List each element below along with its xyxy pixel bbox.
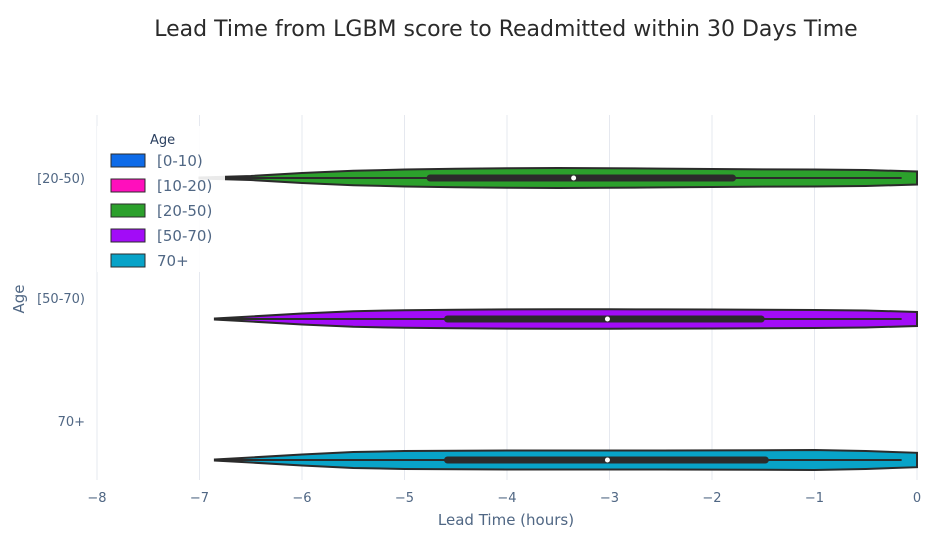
violin-median-dot: [604, 316, 610, 322]
legend-background: [97, 126, 225, 272]
x-tick-label: −6: [292, 491, 311, 506]
legend-item[interactable]: [0-10): [110, 152, 203, 170]
legend-title: Age: [150, 133, 175, 148]
x-axis-ticks: −8 −7 −6 −5 −4 −3 −2 −1 0: [87, 491, 921, 506]
legend-swatch: [110, 203, 146, 218]
legend-item[interactable]: [20-50): [110, 202, 212, 220]
legend-swatch: [110, 178, 146, 193]
x-tick-label: −3: [600, 491, 619, 506]
legend-label: [0-10): [157, 152, 203, 170]
chart-title: Lead Time from LGBM score to Readmitted …: [154, 17, 857, 42]
violins: [198, 166, 918, 472]
legend-swatch: [110, 253, 146, 268]
legend[interactable]: Age [0-10) [10-20) [20-50) [50-70) 70+: [97, 126, 225, 272]
violin-median-dot: [604, 457, 610, 463]
legend-swatch: [110, 153, 146, 168]
legend-item[interactable]: 70+: [110, 252, 189, 270]
legend-label: [20-50): [157, 202, 212, 220]
y-axis-ticks: [20-50) [50-70) 70+: [37, 172, 85, 430]
x-tick-label: −7: [190, 491, 209, 506]
x-tick-label: −5: [395, 491, 414, 506]
legend-swatch: [110, 228, 146, 243]
x-axis-title: Lead Time (hours): [438, 511, 574, 529]
x-tick-label: −2: [702, 491, 721, 506]
legend-item[interactable]: [10-20): [110, 177, 212, 195]
legend-label: 70+: [157, 252, 189, 270]
legend-items[interactable]: [0-10) [10-20) [20-50) [50-70) 70+: [110, 152, 212, 270]
violin-median-dot: [571, 175, 577, 181]
x-tick-label: 0: [913, 491, 921, 506]
x-tick-label: −8: [87, 491, 106, 506]
x-tick-label: −4: [497, 491, 516, 506]
legend-label: [10-20): [157, 177, 212, 195]
legend-label: [50-70): [157, 227, 212, 245]
y-axis-title: Age: [10, 284, 28, 313]
y-tick-label: [20-50): [37, 172, 85, 187]
x-tick-label: −1: [805, 491, 824, 506]
legend-item[interactable]: [50-70): [110, 227, 212, 245]
y-tick-label: 70+: [58, 415, 85, 430]
y-tick-label: [50-70): [37, 292, 85, 307]
